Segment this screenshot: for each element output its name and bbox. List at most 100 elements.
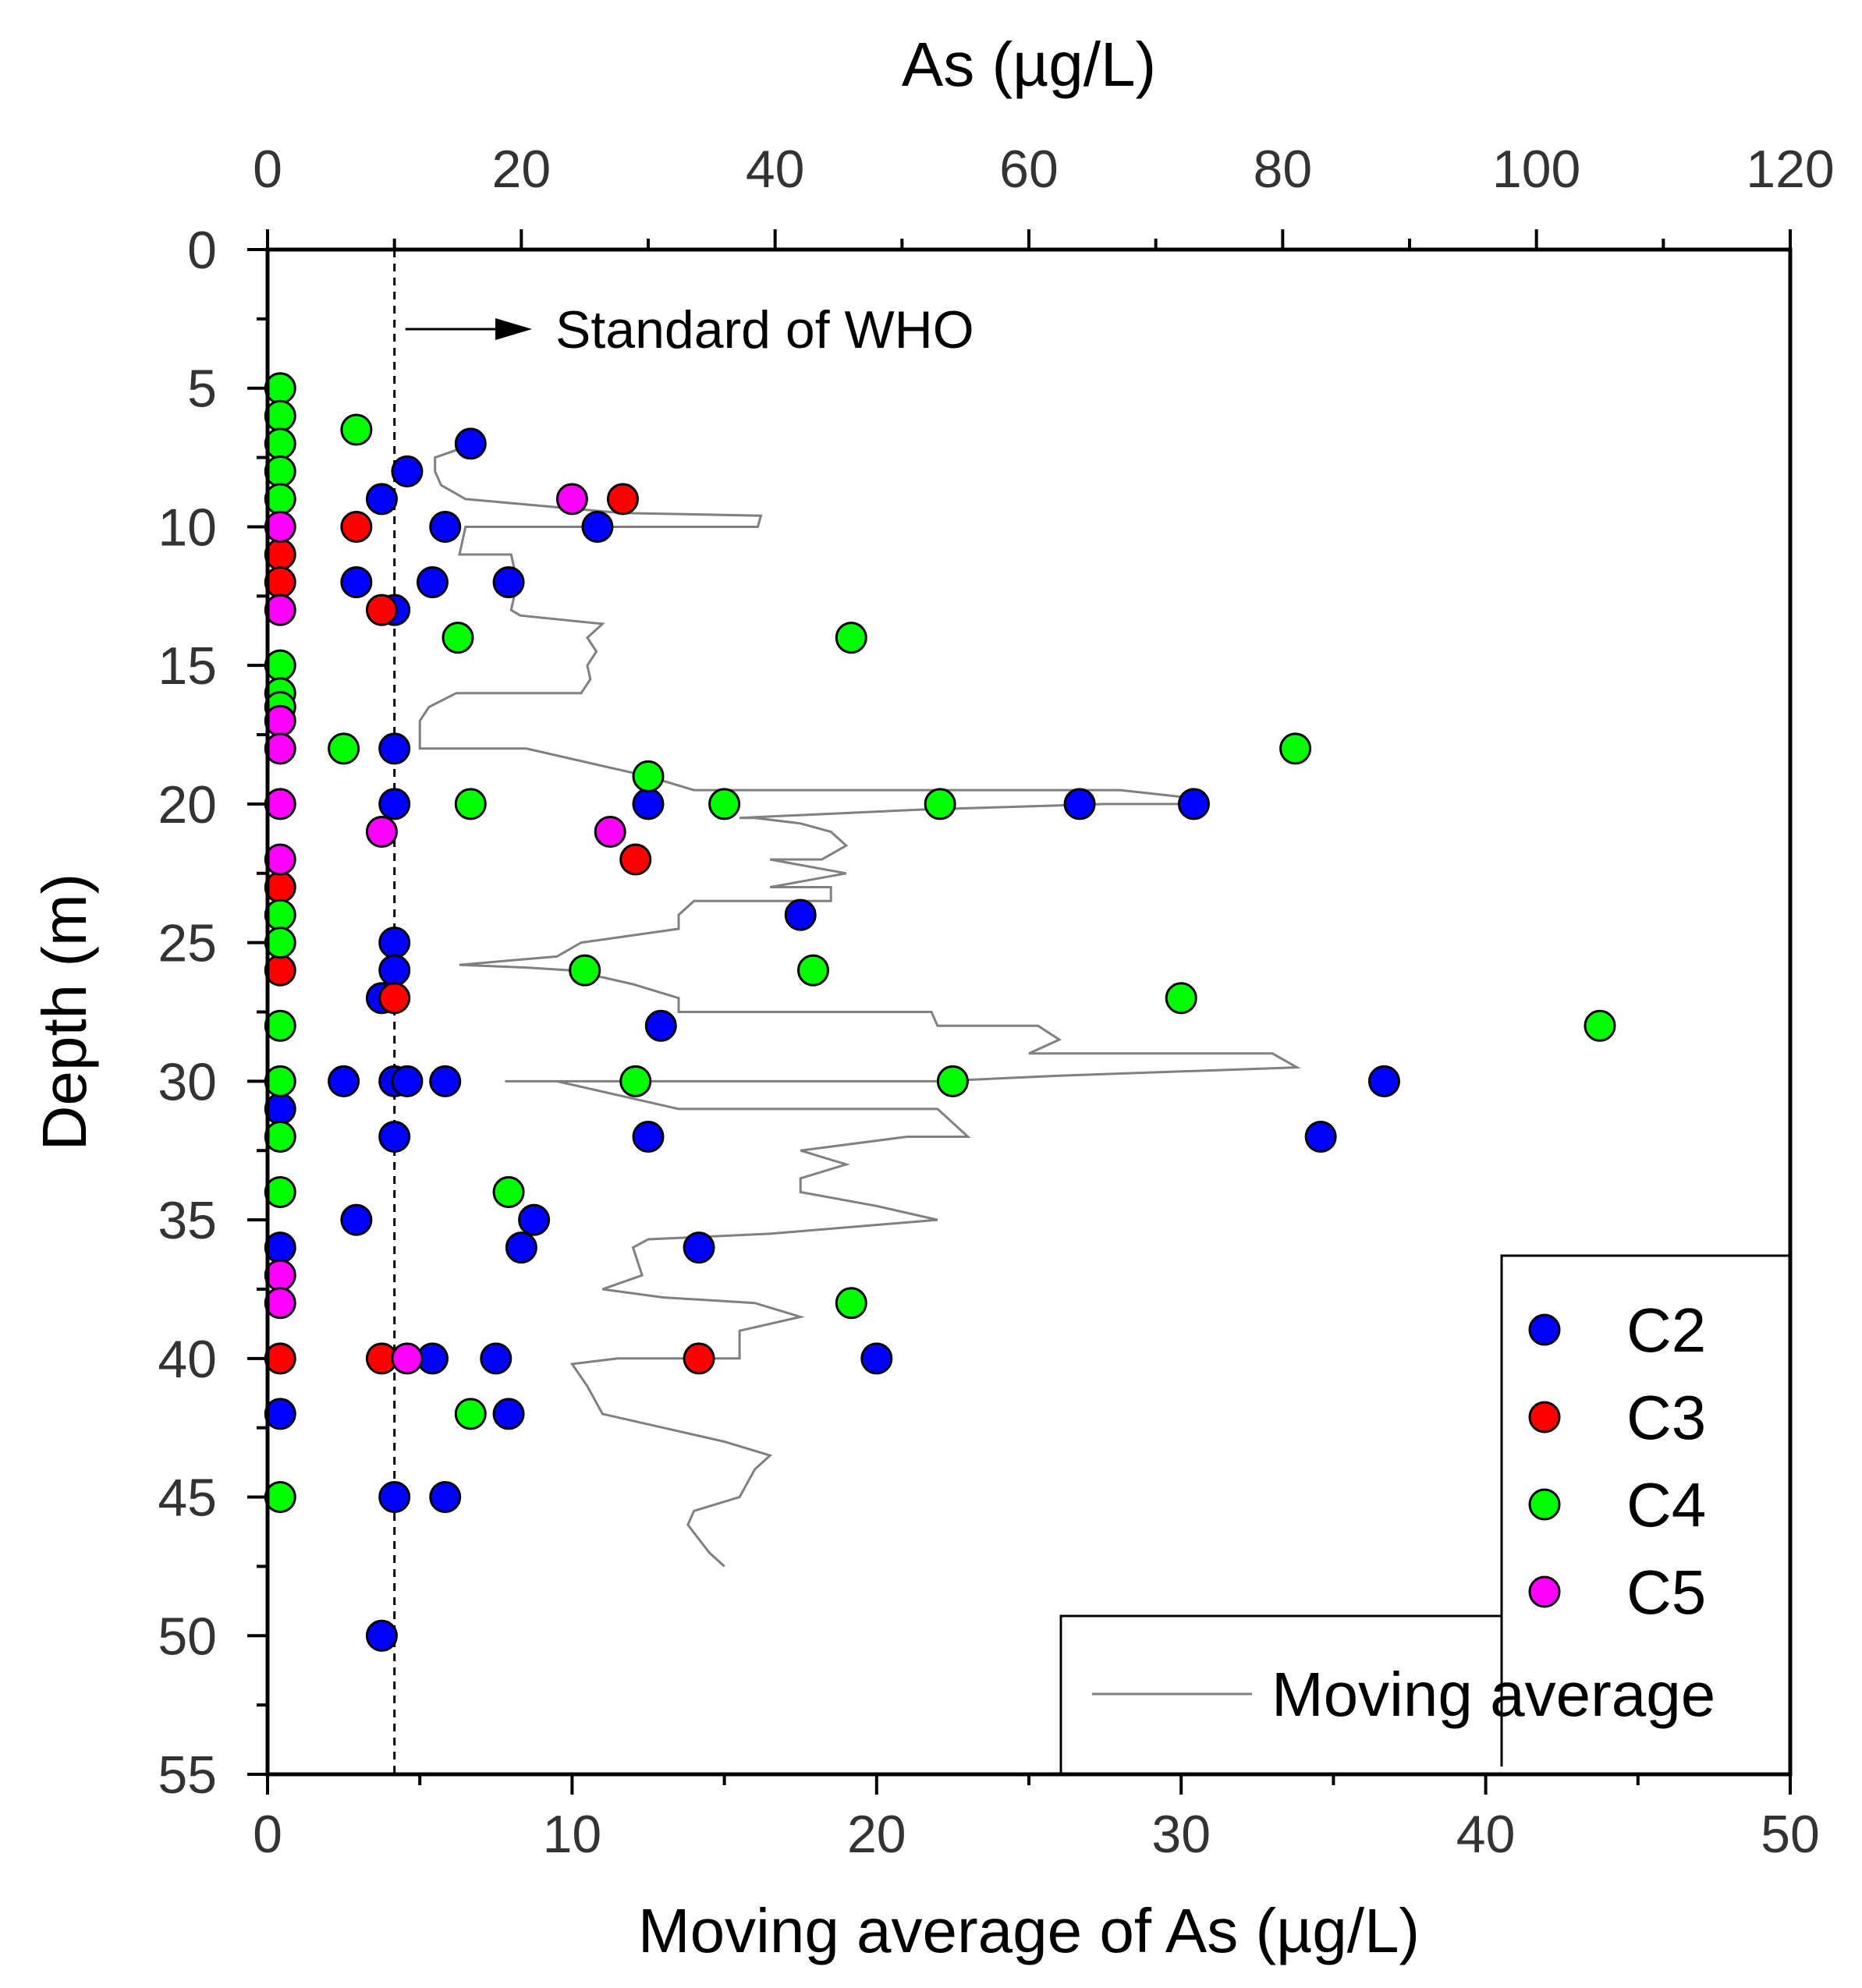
- point-c5-1: [264, 510, 296, 543]
- legend-label-c3: C3: [1626, 1383, 1706, 1452]
- point-c5-3: [264, 704, 296, 737]
- point-c3-7: [264, 954, 296, 987]
- point-c2-3: [429, 510, 462, 543]
- point-c3-3: [264, 566, 296, 599]
- point-c2-1: [391, 455, 424, 487]
- point-c4-7: [835, 622, 867, 654]
- who-arrow-head: [495, 318, 532, 340]
- left-tick-label: 40: [158, 1330, 217, 1389]
- point-c5-11: [391, 1342, 424, 1375]
- top-tick-label: 80: [1254, 140, 1313, 199]
- legend-label-c5: C5: [1626, 1557, 1706, 1627]
- bottom-tick-label: 0: [253, 1805, 282, 1864]
- point-c2-24: [264, 1093, 296, 1125]
- bottom-tick-label: 10: [543, 1805, 602, 1864]
- bottom-tick-label: 30: [1151, 1805, 1211, 1864]
- legend-marker-c5: [1528, 1575, 1561, 1608]
- point-c4-31: [454, 1398, 487, 1430]
- point-c2-38: [378, 1481, 411, 1514]
- bottom-axis-title: Moving average of As (µg/L): [638, 1896, 1420, 1965]
- left-tick-label: 20: [158, 775, 217, 835]
- left-tick-label: 0: [187, 221, 217, 280]
- left-tick-label: 15: [158, 636, 217, 696]
- point-c2-16: [378, 954, 411, 987]
- left-tick-label: 35: [158, 1191, 217, 1250]
- point-c3-5: [619, 843, 652, 876]
- point-c2-5: [340, 566, 373, 599]
- left-tick-label: 30: [158, 1052, 217, 1111]
- legend-marker-c2: [1528, 1313, 1561, 1346]
- point-c2-10: [378, 788, 411, 820]
- point-c4-2: [340, 413, 373, 446]
- point-c2-30: [264, 1231, 296, 1264]
- point-c2-12: [1063, 788, 1096, 820]
- point-c4-13: [632, 760, 665, 792]
- point-c2-2: [365, 483, 398, 516]
- point-c4-26: [936, 1065, 969, 1097]
- top-tick-label: 120: [1746, 140, 1834, 199]
- legend-box-scatter: [1500, 1254, 1790, 1767]
- point-c4-0: [264, 372, 296, 405]
- top-tick-label: 100: [1492, 140, 1580, 199]
- point-c5-0: [555, 483, 588, 516]
- point-c4-28: [264, 1176, 296, 1209]
- left-tick-label: 45: [158, 1469, 217, 1528]
- top-tick-label: 0: [253, 140, 282, 199]
- point-c4-3: [264, 427, 296, 460]
- left-axis-title: Depth (m): [30, 874, 99, 1151]
- point-c4-22: [264, 1009, 296, 1042]
- bottom-tick-label: 50: [1761, 1805, 1820, 1864]
- point-c4-27: [264, 1120, 296, 1153]
- point-c5-8: [264, 843, 296, 876]
- point-c4-14: [454, 788, 487, 820]
- point-c2-39: [429, 1481, 462, 1514]
- point-c2-36: [264, 1398, 296, 1430]
- point-c2-32: [683, 1231, 715, 1264]
- legend-marker-c3: [1528, 1401, 1561, 1433]
- legend-label-c4: C4: [1626, 1470, 1706, 1540]
- point-c5-5: [264, 788, 296, 820]
- point-c4-4: [264, 455, 296, 487]
- legend-box-line: [1059, 1614, 1502, 1774]
- legend-marker-c4: [1528, 1488, 1561, 1521]
- legend-label-c2: C2: [1626, 1295, 1706, 1365]
- point-c2-4: [581, 510, 614, 543]
- point-c2-27: [1304, 1120, 1337, 1153]
- top-tick-label: 40: [746, 140, 805, 199]
- point-c4-6: [442, 622, 474, 654]
- point-c2-35: [860, 1342, 893, 1375]
- top-tick-label: 60: [999, 140, 1059, 199]
- point-c4-5: [264, 483, 296, 516]
- point-c3-8: [378, 982, 411, 1015]
- point-c4-8: [264, 649, 296, 682]
- point-c4-12: [1279, 732, 1312, 765]
- point-c4-23: [1584, 1009, 1616, 1042]
- left-tick-label: 10: [158, 498, 217, 557]
- left-tick-label: 25: [158, 914, 217, 973]
- point-c5-6: [365, 815, 398, 848]
- point-c2-31: [505, 1231, 537, 1264]
- point-c2-9: [378, 732, 411, 765]
- point-c4-16: [924, 788, 956, 820]
- point-c2-25: [378, 1120, 411, 1153]
- point-c5-9: [264, 1259, 296, 1292]
- point-c2-7: [492, 566, 525, 599]
- point-c2-14: [784, 898, 817, 931]
- point-c3-2: [264, 538, 296, 571]
- point-c4-32: [264, 1481, 296, 1514]
- point-c5-2: [264, 594, 296, 626]
- left-tick-label: 5: [187, 360, 217, 419]
- point-c2-29: [518, 1203, 551, 1236]
- legend-label-moving-average: Moving average: [1271, 1660, 1715, 1729]
- point-c2-34: [480, 1342, 512, 1375]
- point-c3-4: [365, 594, 398, 626]
- left-tick-label: 50: [158, 1607, 217, 1666]
- moving-average-line: [418, 442, 1301, 1568]
- point-c4-11: [328, 732, 360, 765]
- point-c2-0: [454, 427, 487, 460]
- point-c2-22: [429, 1065, 462, 1097]
- point-c5-4: [264, 732, 296, 765]
